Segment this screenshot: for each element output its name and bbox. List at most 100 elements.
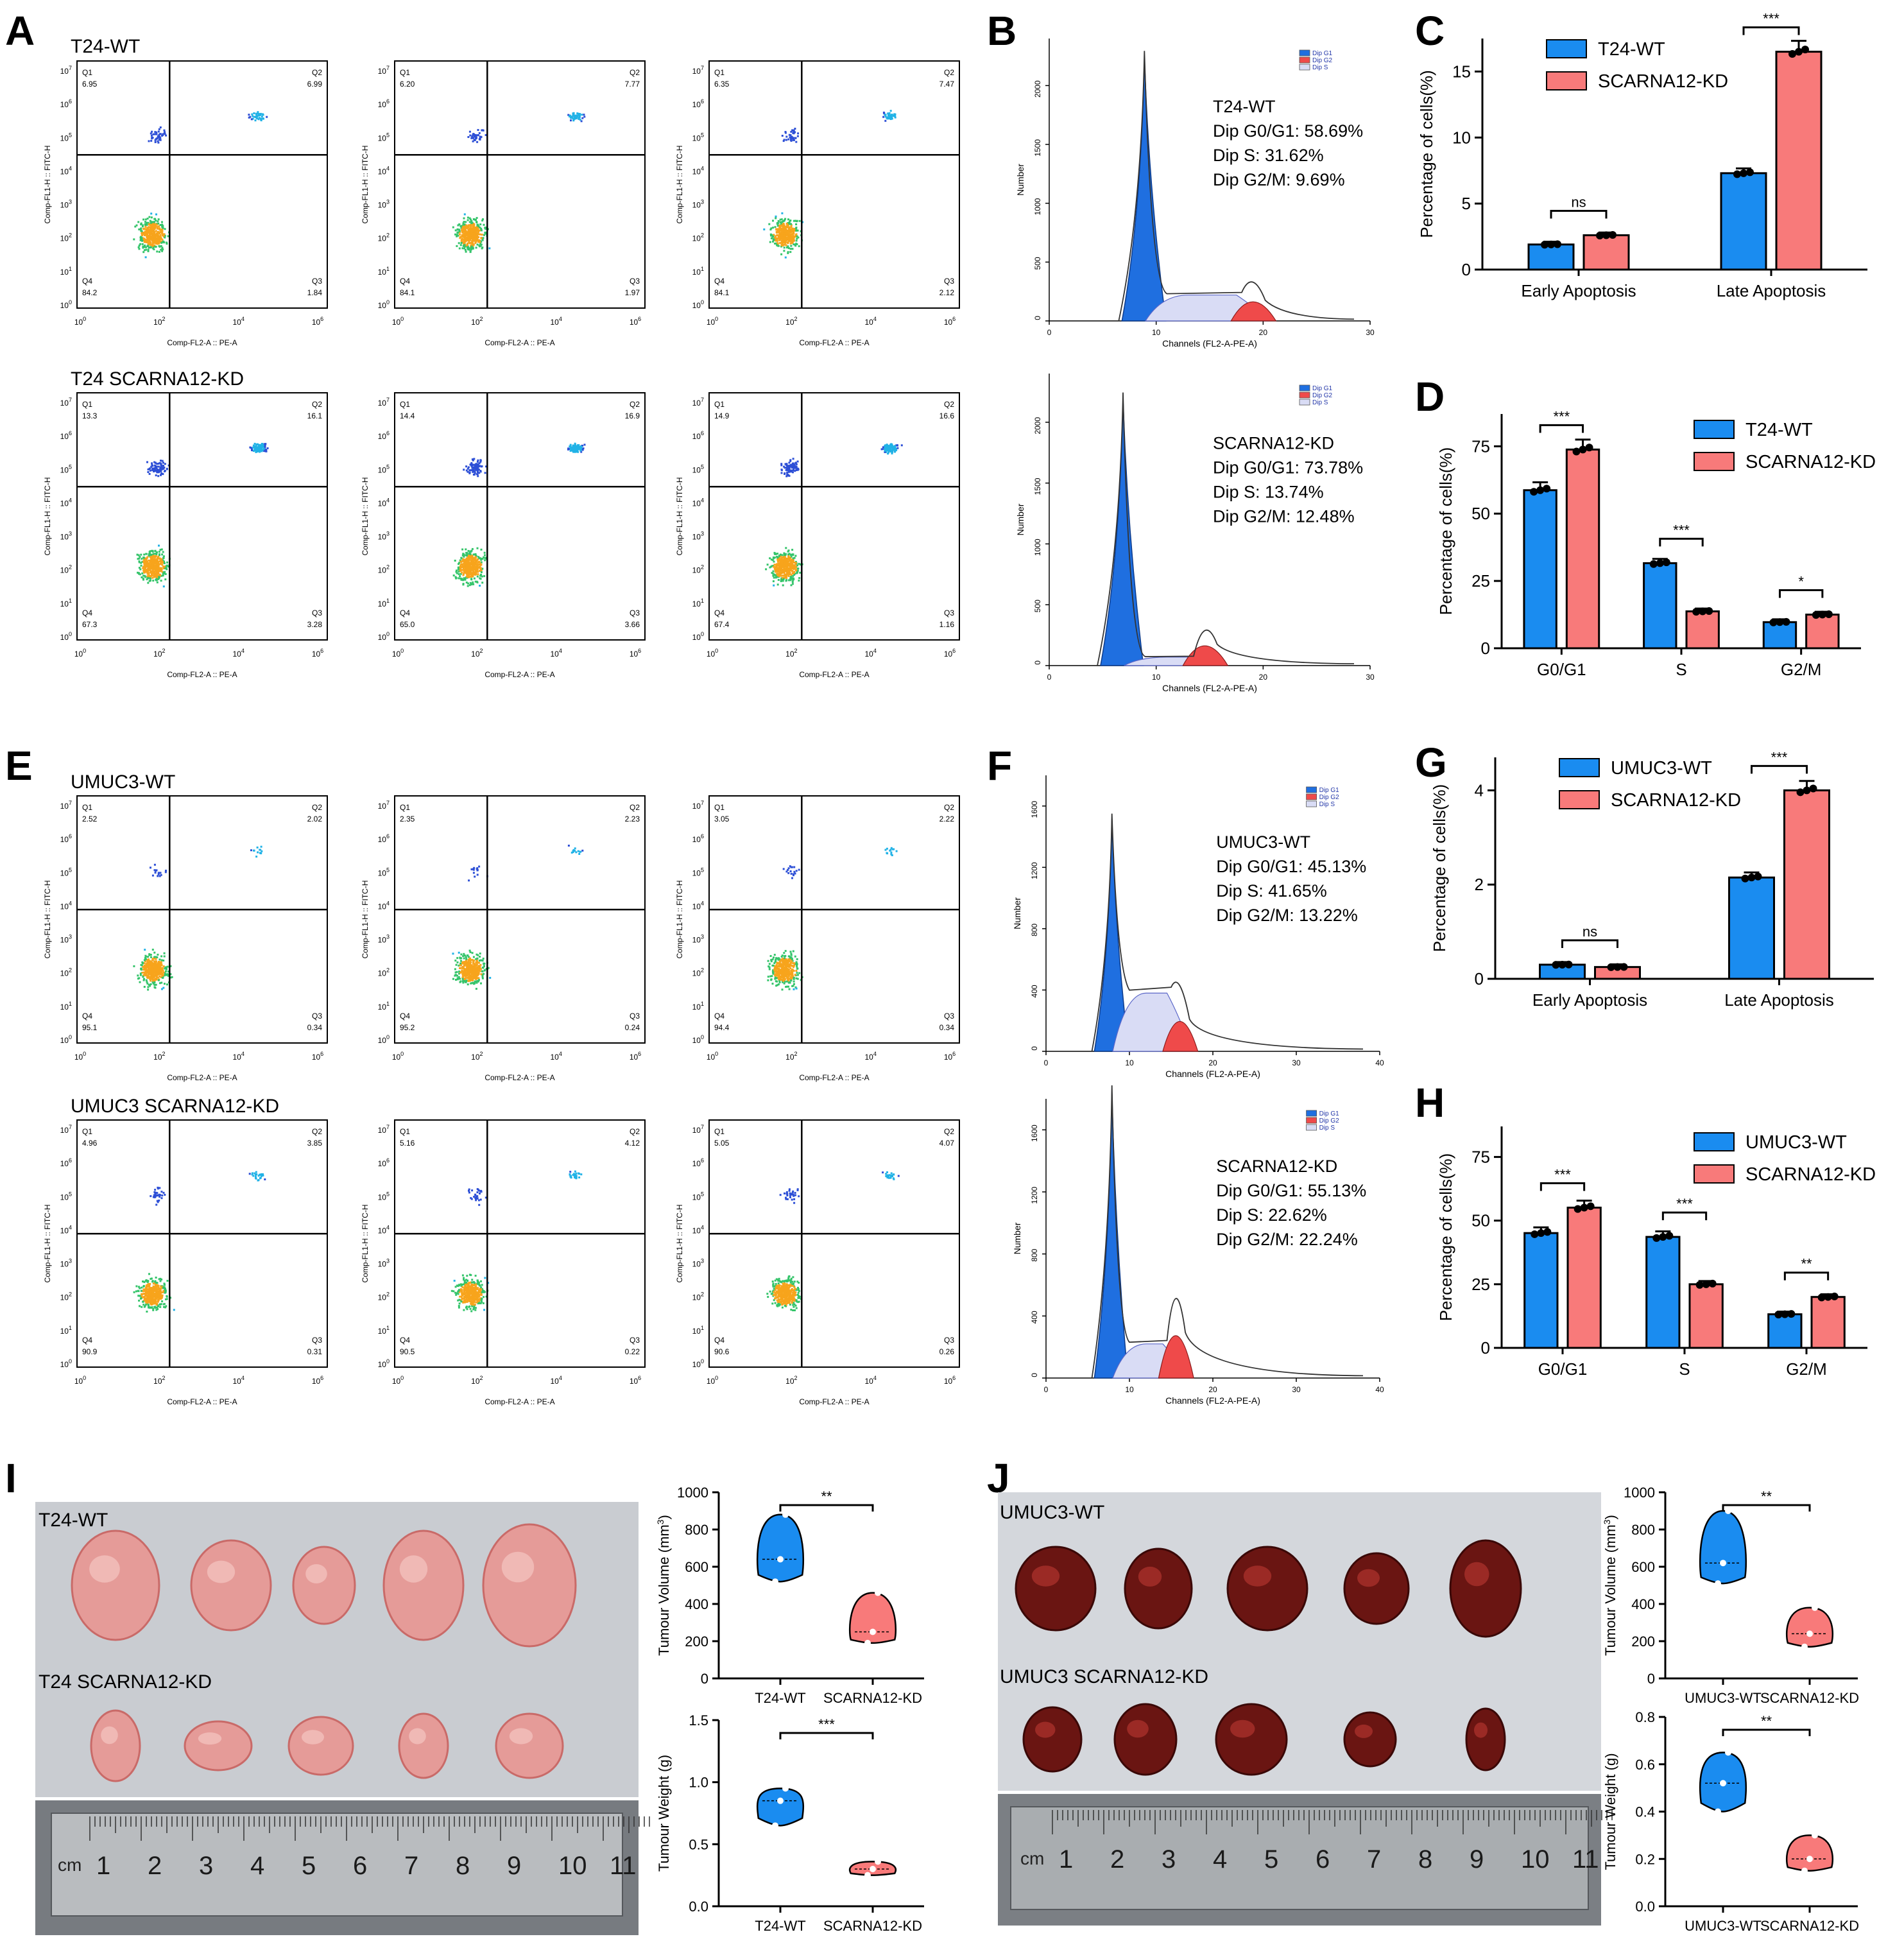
event-dot: [471, 135, 474, 137]
event-dot: [159, 875, 161, 877]
event-dot: [160, 245, 162, 247]
event-dot: [476, 232, 479, 234]
event-dot: [141, 572, 144, 574]
event-dot: [798, 577, 801, 580]
event-dot: [576, 112, 579, 115]
event-dot: [790, 565, 793, 567]
event-dot: [160, 463, 162, 466]
event-dot: [468, 247, 470, 250]
event-dot: [162, 571, 165, 574]
event-dot: [780, 572, 783, 574]
event-dot: [144, 223, 146, 225]
event-dot: [157, 875, 159, 877]
plot-frame: [394, 60, 646, 309]
event-dot: [783, 232, 785, 235]
event-dot: [455, 963, 458, 966]
event-dot: [783, 968, 785, 970]
event-dot: [471, 469, 474, 471]
event-dot: [467, 962, 469, 965]
y-tick-label: 105: [60, 866, 72, 877]
event-dot: [465, 582, 468, 584]
event-dot: [472, 225, 475, 227]
event-dot: [794, 955, 796, 958]
event-dot: [253, 442, 256, 445]
event-dot: [146, 245, 149, 248]
event-dot: [468, 130, 471, 133]
event-dot: [780, 253, 783, 255]
event-dot: [791, 960, 793, 963]
event-dot: [476, 964, 478, 966]
quadrant-name: Q3: [944, 277, 954, 286]
event-dot: [139, 972, 142, 975]
x-axis-label: Comp-FL2-A :: PE-A: [167, 1073, 237, 1082]
event-dot: [479, 557, 482, 560]
event-dot: [775, 231, 778, 233]
event-dot: [888, 447, 890, 449]
x-tick-exponent: 0: [400, 316, 404, 322]
event-dot: [774, 243, 776, 245]
event-dot: [141, 234, 144, 237]
event-dot: [793, 564, 795, 566]
event-dot: [483, 223, 485, 226]
event-dot: [763, 228, 766, 230]
event-dot: [146, 563, 148, 565]
event-dot: [153, 869, 156, 872]
event-dot: [765, 568, 768, 571]
event-dot: [579, 113, 581, 115]
event-dot: [478, 472, 481, 474]
event-dot: [472, 247, 474, 250]
event-dot: [148, 969, 150, 971]
event-dot: [144, 232, 146, 234]
event-dot: [153, 970, 155, 973]
event-dot: [162, 551, 164, 553]
event-dot: [155, 246, 157, 248]
event-dot: [786, 558, 789, 560]
quadrant-name: Q1: [82, 803, 92, 812]
event-dot: [783, 246, 785, 249]
event-dot: [783, 552, 785, 555]
event-dot: [143, 553, 146, 556]
event-dot: [794, 236, 796, 237]
event-dot: [458, 228, 461, 231]
event-dot: [573, 116, 576, 118]
event-dot: [795, 970, 798, 972]
event-dot: [150, 224, 152, 227]
event-dot: [795, 961, 798, 963]
event-dot: [258, 446, 261, 449]
event-dot: [793, 129, 795, 132]
event-dot: [778, 979, 781, 982]
event-dot: [159, 964, 162, 967]
event-dot: [578, 117, 580, 120]
event-dot: [784, 957, 786, 960]
event-dot: [150, 226, 153, 228]
event-dot: [465, 969, 467, 972]
event-dot: [162, 555, 165, 558]
event-dot: [885, 451, 888, 453]
event-dot: [789, 234, 791, 236]
y-tick-exponent: 2: [69, 967, 72, 974]
event-dot: [143, 560, 146, 562]
event-dot: [467, 228, 470, 231]
event-dot: [574, 447, 577, 449]
y-tick-exponent: 0: [386, 631, 390, 637]
event-dot: [797, 567, 800, 570]
y-tick-exponent: 6: [69, 98, 72, 105]
event-dot: [773, 956, 775, 959]
event-dot: [254, 116, 257, 118]
event-dot: [480, 243, 483, 246]
event-dot: [155, 967, 157, 970]
event-dot: [467, 219, 469, 221]
event-dot: [780, 245, 782, 248]
event-dot: [147, 227, 150, 230]
event-dot: [778, 233, 781, 236]
event-dot: [791, 237, 793, 239]
event-dot: [793, 962, 796, 965]
event-dot: [793, 870, 796, 873]
y-tick-exponent: 3: [386, 199, 390, 205]
event-dot: [147, 966, 150, 969]
event-dot: [161, 564, 164, 566]
event-dot: [463, 974, 466, 977]
event-dot: [781, 565, 784, 567]
event-dot: [159, 137, 161, 140]
event-dot: [146, 233, 148, 236]
